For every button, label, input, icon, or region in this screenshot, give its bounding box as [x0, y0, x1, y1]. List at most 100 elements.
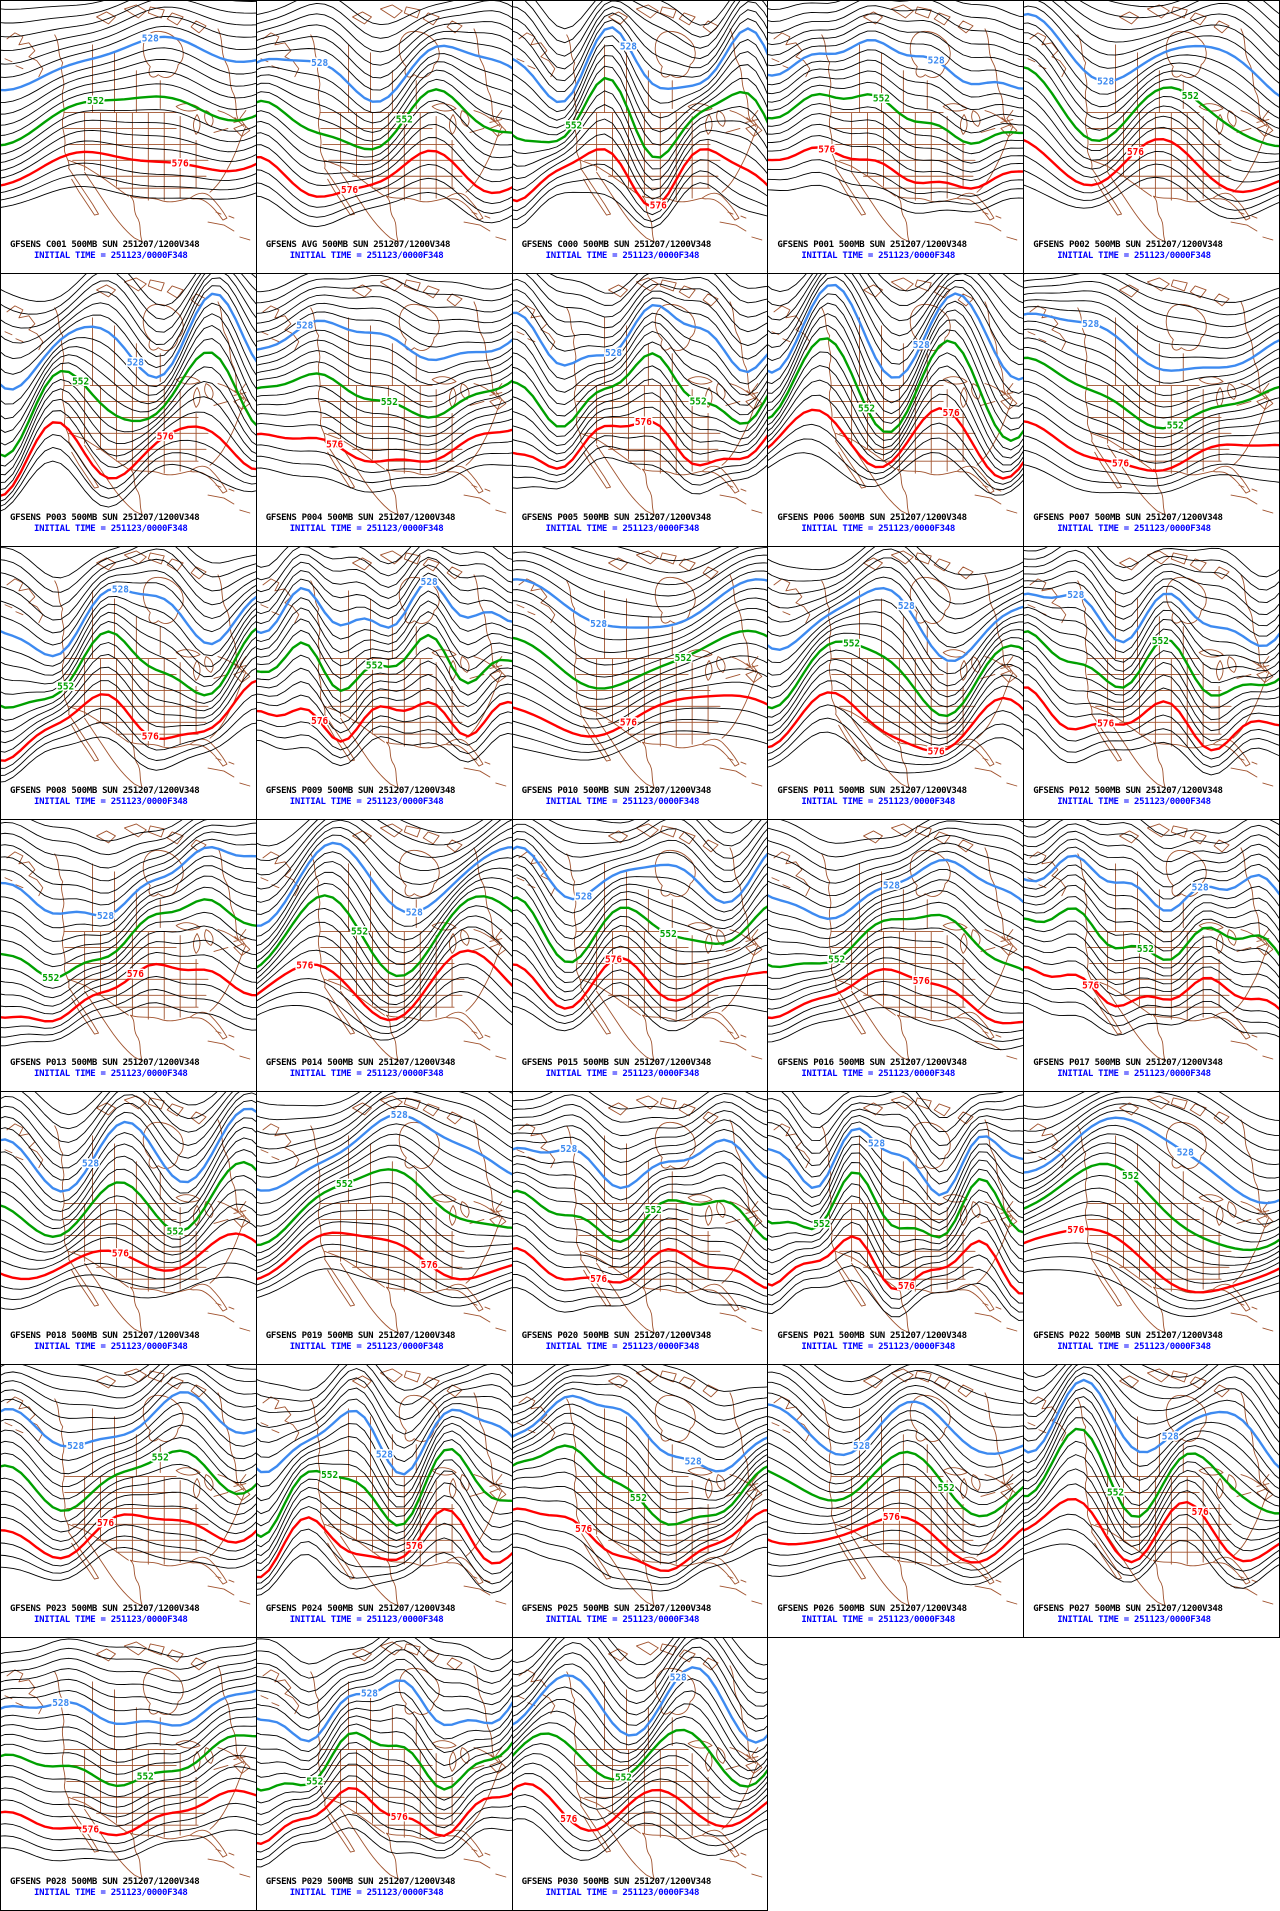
height-contour	[512, 1433, 768, 1514]
height-contour	[256, 124, 512, 175]
height-contour	[1, 302, 256, 405]
highlight-contour-552	[256, 1448, 512, 1539]
height-contour	[1024, 819, 1279, 836]
panel-initial-time: INITIAL TIME = 251123/0000F348	[289, 1342, 444, 1353]
height-contour	[1024, 1269, 1279, 1318]
height-contour	[768, 276, 1024, 366]
contour-value-label: 552	[152, 1453, 169, 1464]
highlight-contour-552	[1024, 1428, 1279, 1519]
contour-value-label: 528	[590, 619, 607, 630]
contour-value-label: 552	[336, 1179, 353, 1190]
contour-map: 528 552 576	[768, 1092, 1024, 1334]
panel-title: GFSENS P029 500MB SUN 251207/1200V348	[265, 1877, 456, 1887]
ensemble-panel-p001: 528 552 576 GFSENS P001 500MB SUN 251207/12…	[768, 1, 1025, 274]
height-contour	[512, 909, 768, 973]
height-contour	[1024, 1201, 1279, 1276]
panel-caption: GFSENS P019 500MB SUN 251207/1200V348 INI…	[266, 1331, 456, 1353]
height-contour	[768, 113, 1024, 164]
height-contour	[1024, 368, 1279, 439]
height-contour	[1, 1127, 256, 1213]
highlight-contour-528	[512, 303, 768, 374]
panel-title: GFSENS P006 500MB SUN 251207/1200V348	[777, 512, 967, 523]
panel-title: GFSENS P013 500MB SUN 251207/1200V348	[10, 1058, 200, 1069]
height-contour	[256, 361, 512, 408]
height-contour	[1, 558, 256, 621]
height-contour	[512, 1533, 768, 1586]
height-contour	[1024, 895, 1279, 951]
height-contour	[512, 1656, 768, 1732]
height-contour	[1, 1, 256, 24]
height-contour	[512, 1129, 768, 1177]
height-contour	[512, 1471, 768, 1547]
height-contour	[1024, 1365, 1279, 1429]
height-contour	[1024, 830, 1279, 875]
height-contour	[1024, 933, 1279, 978]
panel-initial-time: INITIAL TIME = 251123/0000F348	[801, 250, 955, 261]
panel-title: GFSENS P004 500MB SUN 251207/1200V348	[265, 512, 456, 523]
height-contour	[768, 135, 1024, 181]
height-contour	[1024, 273, 1279, 316]
highlight-contour-576	[1, 679, 256, 762]
height-contour	[1024, 337, 1279, 408]
height-contour	[1, 410, 256, 490]
highlight-contour-552	[512, 1189, 768, 1244]
height-contour	[1024, 176, 1279, 220]
highlight-contour-576	[512, 693, 768, 738]
height-contour	[1024, 94, 1279, 163]
height-contour	[512, 1678, 768, 1754]
height-contour	[768, 704, 1024, 758]
height-contour	[256, 1365, 512, 1406]
highlight-contour-528	[1, 1391, 256, 1449]
geography-outline	[771, 4, 1018, 243]
panel-title: GFSENS P014 500MB SUN 251207/1200V348	[265, 1058, 456, 1069]
height-contour	[1, 324, 256, 433]
contour-value-label: 552	[674, 653, 691, 664]
panel-initial-time: INITIAL TIME = 251123/0000F348	[545, 1615, 700, 1626]
panel-caption: GFSENS P007 500MB SUN 251207/1200V348 INI…	[1033, 513, 1223, 535]
height-contour	[256, 294, 512, 324]
height-contour	[1, 460, 256, 512]
contour-value-label: 552	[565, 121, 582, 132]
highlight-contour-528	[1024, 854, 1279, 912]
height-contour	[1, 1802, 256, 1845]
contour-map: 528 552 576	[256, 1638, 512, 1880]
height-contour	[256, 622, 512, 679]
height-contour	[768, 1109, 1024, 1160]
height-contour	[768, 1208, 1024, 1273]
height-contour	[512, 597, 768, 653]
height-contour	[256, 385, 512, 428]
height-contour	[1024, 305, 1279, 359]
height-contour	[768, 623, 1024, 698]
height-contour	[616, 546, 722, 561]
height-contour	[768, 1382, 1024, 1434]
panel-title: GFSENS C000 500MB SUN 251207/1200V348	[521, 239, 712, 250]
height-contour	[768, 184, 1024, 214]
height-contour	[512, 1794, 768, 1842]
height-contour	[1, 1218, 256, 1271]
ensemble-panel-p009: 528 552 576 GFSENS P009 500MB SUN 251207/12…	[256, 546, 513, 820]
contour-value-label: 528	[669, 1673, 686, 1684]
highlight-contour-552	[1, 897, 256, 979]
panel-caption: GFSENS C001 500MB SUN 251207/1200V348 INI…	[10, 240, 200, 262]
height-contour	[541, 546, 768, 585]
height-contour	[569, 546, 740, 573]
height-contour	[780, 819, 1024, 844]
height-contour	[1024, 1366, 1279, 1443]
height-contour	[512, 1272, 768, 1306]
height-contour	[512, 312, 768, 385]
highlight-contour-528	[1024, 312, 1279, 372]
highlight-contour-576	[512, 1782, 768, 1833]
height-contour	[256, 163, 512, 208]
height-contour	[1024, 393, 1279, 456]
height-contour	[256, 1638, 512, 1679]
height-contour	[512, 823, 768, 871]
height-contour	[1, 1638, 256, 1658]
height-contour	[1, 285, 256, 375]
height-contour	[512, 1172, 768, 1224]
height-contour	[512, 1818, 768, 1861]
height-contour	[256, 590, 512, 642]
highlight-contour-552	[256, 1731, 512, 1792]
height-contour	[1024, 280, 1279, 327]
contour-value-label: 576	[97, 1518, 114, 1529]
height-contour	[1024, 1468, 1279, 1548]
